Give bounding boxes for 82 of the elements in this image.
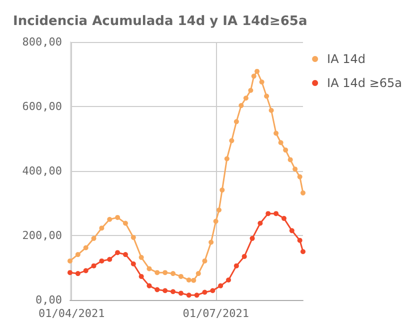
- point: [229, 138, 234, 144]
- legend-label: IA 14d: [327, 52, 366, 66]
- point: [122, 252, 128, 258]
- point: [83, 245, 88, 250]
- point: [266, 211, 271, 216]
- point: [146, 283, 152, 288]
- point: [278, 140, 284, 146]
- point: [202, 258, 208, 264]
- point: [91, 236, 96, 241]
- point: [130, 234, 136, 240]
- point: [162, 270, 168, 276]
- point: [138, 254, 144, 260]
- point: [75, 271, 80, 276]
- x-tick-label: 01/07/2021: [182, 307, 249, 320]
- point: [91, 263, 96, 268]
- point: [259, 79, 264, 84]
- point: [83, 268, 88, 274]
- y-tick-label: 400,00: [22, 164, 62, 178]
- point: [75, 252, 80, 258]
- point: [202, 290, 208, 295]
- point: [226, 278, 232, 283]
- chart-title: Incidencia Acumulada 14d y IA 14d≥65a: [13, 14, 308, 29]
- point: [115, 250, 120, 256]
- point: [115, 214, 120, 220]
- point: [68, 270, 72, 276]
- point: [99, 226, 104, 231]
- point: [274, 130, 279, 136]
- y-tick-label: 600,00: [22, 100, 62, 113]
- point: [154, 287, 160, 292]
- point: [251, 74, 256, 79]
- point: [281, 216, 286, 221]
- x-tick-label: 01/04/2021: [38, 307, 105, 320]
- point: [208, 240, 214, 245]
- point: [297, 174, 302, 180]
- point: [224, 156, 230, 162]
- point: [297, 238, 302, 243]
- point: [234, 263, 239, 268]
- point: [274, 211, 279, 216]
- legend-label: IA 14d ≥65a: [327, 76, 402, 90]
- point: [178, 290, 184, 296]
- point: [216, 208, 222, 213]
- point: [238, 103, 244, 108]
- point: [107, 256, 112, 262]
- point: [258, 220, 263, 226]
- point: [196, 271, 201, 276]
- point: [254, 68, 260, 74]
- point: [218, 283, 224, 288]
- point: [220, 188, 225, 193]
- point: [234, 119, 239, 124]
- point: [300, 190, 306, 196]
- point: [138, 274, 144, 279]
- point: [191, 278, 196, 283]
- point: [178, 274, 184, 279]
- y-tick-label: 0,00: [36, 294, 62, 306]
- point: [242, 254, 247, 259]
- point: [170, 271, 176, 276]
- point: [162, 288, 168, 294]
- point: [194, 292, 200, 298]
- y-tick-label: 800,00: [22, 36, 62, 48]
- point: [122, 220, 128, 226]
- point: [99, 258, 104, 264]
- point: [213, 218, 218, 224]
- point: [288, 157, 293, 162]
- y-tick-label: 200,00: [22, 229, 62, 242]
- point: [264, 94, 270, 99]
- point: [68, 258, 72, 264]
- point: [300, 249, 306, 254]
- point: [283, 148, 288, 153]
- point: [186, 292, 192, 298]
- point: [289, 228, 294, 234]
- point: [250, 236, 255, 241]
- point: [186, 278, 192, 283]
- point: [146, 266, 152, 272]
- point: [248, 88, 254, 93]
- point: [243, 96, 248, 101]
- point: [268, 108, 274, 113]
- point: [170, 289, 176, 294]
- point: [130, 261, 136, 266]
- point: [210, 288, 216, 294]
- point: [107, 216, 112, 222]
- point: [292, 166, 298, 172]
- point: [154, 270, 160, 276]
